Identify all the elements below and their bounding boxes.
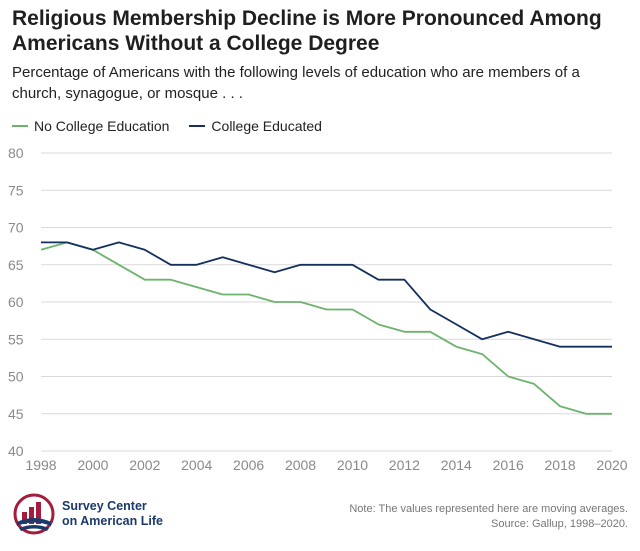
legend-swatch-college [189,125,206,127]
line-chart: 40 45 50 55 60 65 70 75 80 1998 2000 2002 2004 2006 20… [8,145,628,473]
chart-subtitle: Percentage of Americans with the followi… [12,64,580,102]
y-tick-label-55: 55 [8,331,24,347]
logo-line-2: on American Life [62,514,163,528]
x-tick-label-2018: 2018 [545,457,576,473]
series-line-college-educated [41,241,612,348]
legend-item-no-college: No College Education [12,118,169,134]
legend: No College Education College Educated [12,116,342,136]
x-tick-label-2012: 2012 [389,457,420,473]
footnote: Note: The values represented here are mo… [349,502,628,532]
x-tick-label-2008: 2008 [285,457,316,473]
x-tick-label-2006: 2006 [233,457,264,473]
x-tick-label-2010: 2010 [337,457,368,473]
x-tick-label-1998: 1998 [25,457,56,473]
logo-mark-icon [13,493,55,535]
footnote-note: Note: The values represented here are mo… [349,503,628,515]
y-tick-label-75: 75 [8,182,24,198]
x-tick-label-2000: 2000 [77,457,108,473]
x-tick-label-2020: 2020 [596,457,627,473]
series-line-no-college-education [40,241,612,415]
legend-swatch-no-college [12,125,28,127]
y-tick-label-80: 80 [8,145,24,161]
legend-label-college: College Educated [211,118,322,134]
y-tick-label-60: 60 [8,294,24,310]
legend-item-college: College Educated [189,118,322,134]
y-tick-label-40: 40 [8,443,24,459]
chart-title: Religious Membership Decline is More Pro… [12,7,602,55]
y-tick-label-50: 50 [8,369,24,385]
legend-label-no-college: No College Education [34,118,170,134]
logo-line-1: Survey Center [62,499,147,513]
y-tick-label-70: 70 [8,220,24,236]
logo-text: Survey Center on American Life [62,499,163,529]
x-tick-label-2014: 2014 [441,457,472,473]
x-tick-label-2004: 2004 [181,457,212,473]
x-tick-label-2002: 2002 [129,457,160,473]
y-tick-label-65: 65 [8,257,24,273]
footnote-source: Source: Gallup, 1998–2020. [491,518,628,530]
y-tick-label-45: 45 [8,406,24,422]
survey-center-logo: Survey Center on American Life [12,492,163,536]
x-tick-label-2016: 2016 [493,457,524,473]
